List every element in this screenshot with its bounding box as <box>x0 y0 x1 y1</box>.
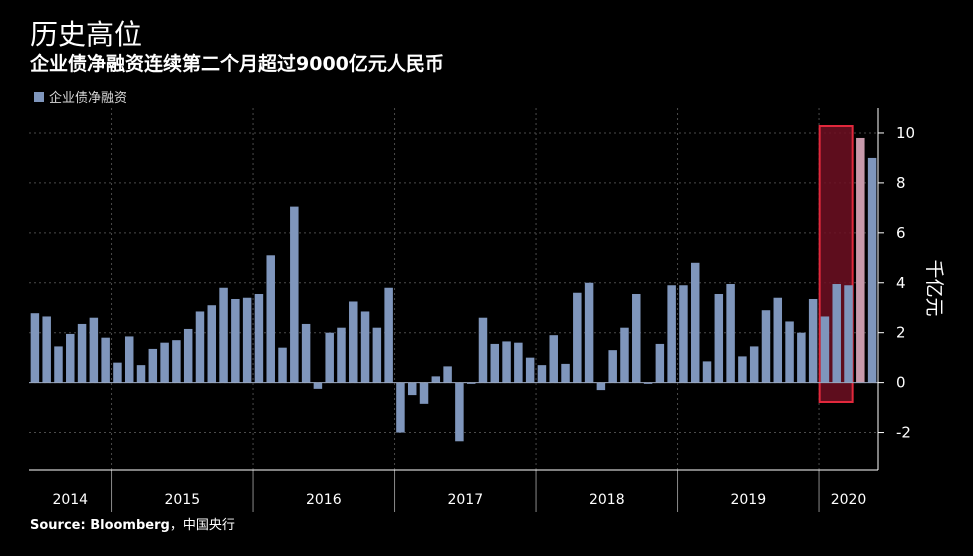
bar <box>820 316 830 383</box>
bar <box>419 382 429 404</box>
bar <box>443 366 452 383</box>
y-tick-label: -2 <box>896 424 911 442</box>
bar <box>384 287 393 383</box>
bar <box>136 365 146 383</box>
bar <box>30 313 40 383</box>
bar <box>278 347 287 383</box>
legend: 企业债净融资 <box>34 87 127 106</box>
bar <box>172 340 181 383</box>
bar <box>266 255 275 383</box>
y-tick-label: 10 <box>896 124 915 142</box>
x-tick-label: 2017 <box>447 492 483 508</box>
bar <box>313 382 323 389</box>
bar <box>690 262 700 383</box>
bar <box>502 341 511 383</box>
bar <box>66 333 75 383</box>
x-tick-label: 2018 <box>589 492 625 508</box>
bar <box>478 317 488 383</box>
bar <box>632 293 641 383</box>
bar <box>396 382 405 433</box>
bar <box>620 327 629 383</box>
bar <box>584 282 594 383</box>
bar <box>325 332 334 383</box>
bar <box>655 343 665 383</box>
bar <box>525 357 535 383</box>
bar <box>761 310 771 383</box>
chart-subtitle: 企业债净融资连续第二个月超过9000亿元人民币 <box>30 53 444 75</box>
bar <box>537 365 547 383</box>
bar <box>349 301 358 383</box>
source-note: Source: Bloomberg，中国央行 <box>30 514 235 533</box>
bar <box>242 297 252 383</box>
y-tick-label: 0 <box>896 374 906 392</box>
bar <box>160 342 169 383</box>
legend-swatch <box>34 91 44 102</box>
bar <box>561 363 570 383</box>
bar <box>785 321 794 383</box>
bar <box>231 298 240 383</box>
bar <box>856 137 865 383</box>
bar <box>113 362 122 383</box>
y-tick-label: 6 <box>896 224 906 242</box>
bar <box>832 284 841 383</box>
bar <box>749 346 759 383</box>
bar <box>867 157 877 383</box>
x-tick-label: 2016 <box>306 492 342 508</box>
bar <box>466 382 476 384</box>
y-tick-label: 2 <box>896 324 906 342</box>
bar <box>797 332 806 383</box>
bar <box>808 298 818 383</box>
bar <box>148 348 158 383</box>
bar <box>360 311 370 383</box>
bar <box>195 311 205 383</box>
bar <box>254 293 264 383</box>
bar <box>77 323 87 383</box>
bar <box>431 376 441 383</box>
bar <box>514 342 523 383</box>
legend-label: 企业债净融资 <box>49 91 128 106</box>
bar <box>219 287 228 383</box>
bar <box>337 327 346 383</box>
y-tick-label: 8 <box>896 174 906 192</box>
bar <box>101 337 110 383</box>
source-prefix: Source: Bloomberg <box>30 518 170 533</box>
x-tick-label: 2015 <box>164 492 200 508</box>
bar <box>490 343 500 383</box>
bar <box>89 317 99 383</box>
chart-title: 历史高位 <box>30 18 143 51</box>
bar <box>596 382 606 391</box>
bar <box>124 336 134 383</box>
y-tick-label: 4 <box>896 274 906 292</box>
bar <box>573 292 582 383</box>
bar <box>844 285 853 383</box>
bar <box>372 327 382 383</box>
bar <box>679 285 688 383</box>
bar <box>54 346 63 383</box>
bar <box>726 284 735 383</box>
y-axis-label: 千亿元 <box>923 259 945 316</box>
bar <box>42 316 51 383</box>
bar <box>207 305 217 383</box>
bar <box>702 361 712 383</box>
x-tick-label: 2014 <box>52 492 88 508</box>
bar <box>667 285 676 383</box>
bar <box>738 356 747 383</box>
bar <box>455 382 464 442</box>
bar <box>183 328 193 383</box>
bar <box>301 323 311 383</box>
bar <box>549 335 558 383</box>
x-tick-label: 2019 <box>730 492 766 508</box>
bar <box>643 382 653 384</box>
bar <box>773 297 783 383</box>
bar <box>714 293 724 383</box>
bar <box>608 350 617 383</box>
bar <box>290 206 299 383</box>
x-tick-label: 2020 <box>831 492 867 508</box>
bar <box>407 382 417 396</box>
source-suffix: ，中国央行 <box>169 518 235 533</box>
